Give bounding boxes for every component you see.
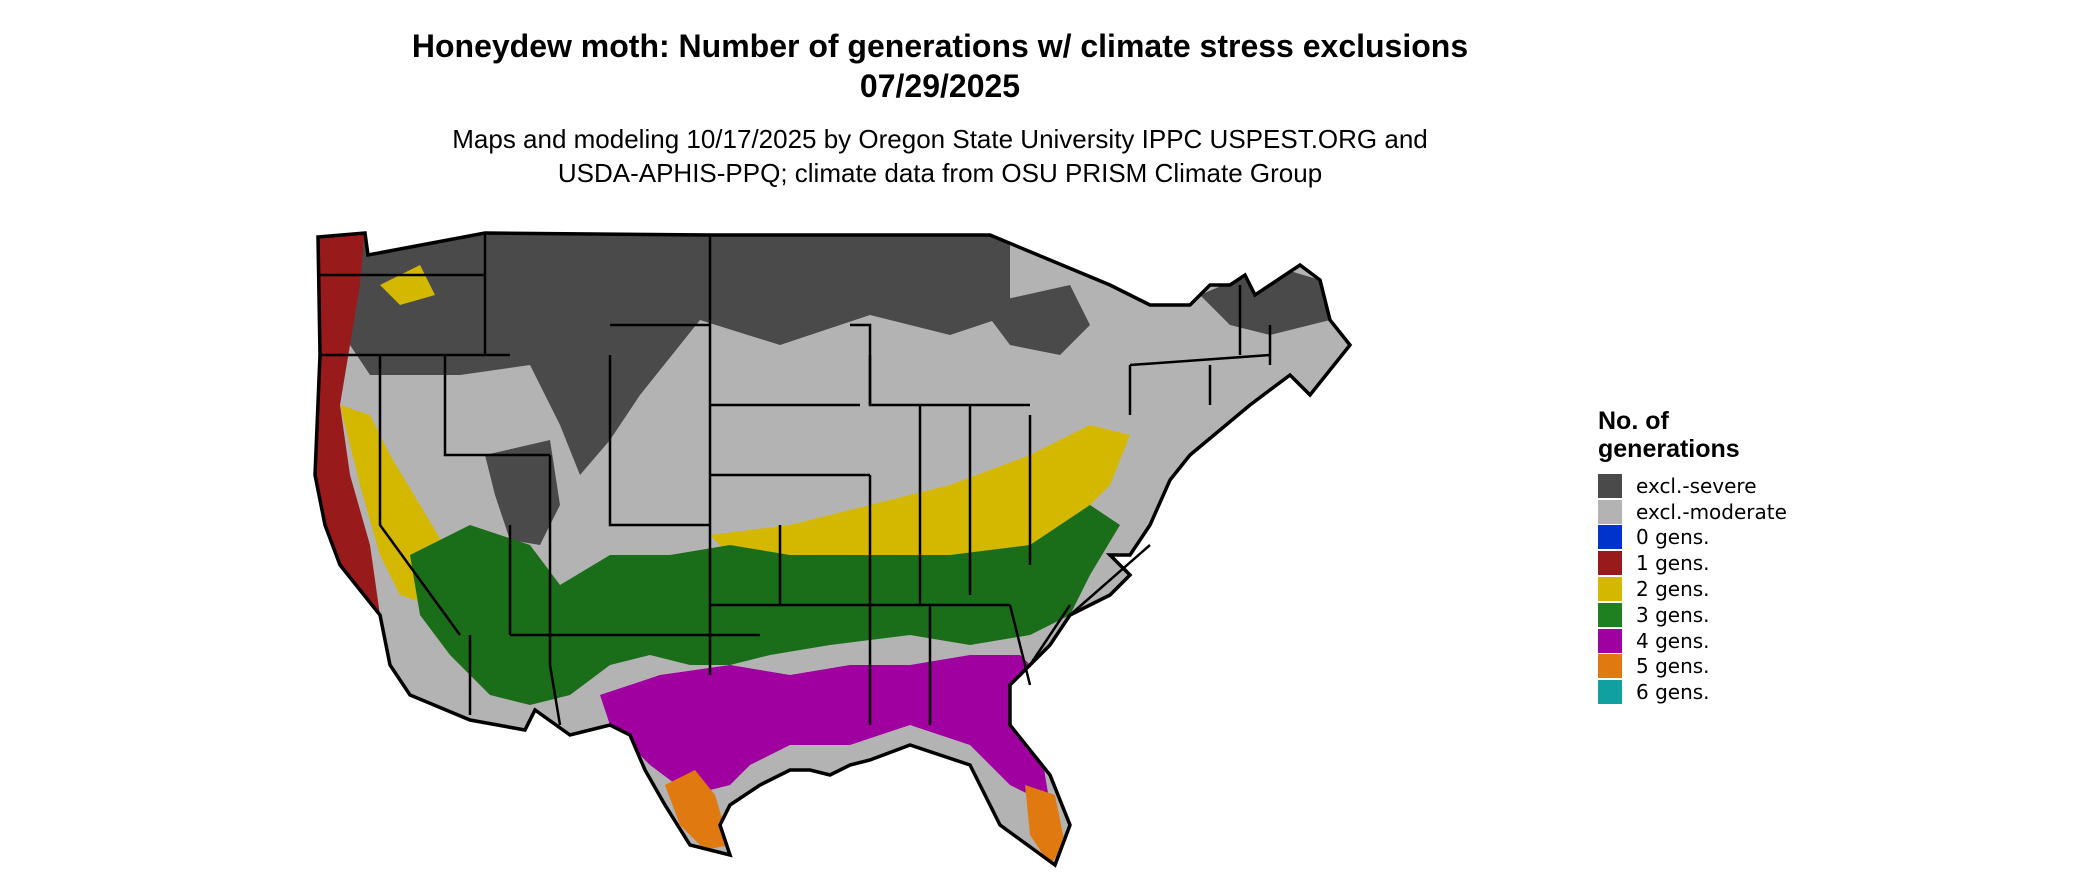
legend-label: 0 gens. <box>1636 525 1710 550</box>
legend-label: 3 gens. <box>1636 602 1710 627</box>
zone-excl-severe-rockies <box>485 440 560 545</box>
legend-swatch <box>1598 499 1622 524</box>
zone-5-gen-south-texas <box>665 770 730 850</box>
legend-swatch <box>1598 628 1622 653</box>
map-date: 07/29/2025 <box>859 68 1021 104</box>
legend-title: No. of generations <box>1598 407 1838 463</box>
legend-label: 6 gens. <box>1636 680 1710 705</box>
legend-item-6-gens: 6 gens. <box>1598 679 1838 705</box>
legend-swatch <box>1598 654 1622 679</box>
legend-item-excl-moderate: excl.-moderate <box>1598 499 1838 525</box>
legend-item-3-gens: 3 gens. <box>1598 602 1838 628</box>
zone-2-gen-southeast-band <box>710 425 1130 555</box>
legend-item-5-gens: 5 gens. <box>1598 654 1838 680</box>
legend-swatch <box>1598 551 1622 576</box>
legend-item-excl-severe: excl.-severe <box>1598 473 1838 499</box>
zone-5-gen-south-florida <box>1025 785 1065 865</box>
legend-label: 1 gens. <box>1636 551 1710 576</box>
legend-item-4-gens: 4 gens. <box>1598 628 1838 654</box>
zone-1-gen-pacific <box>315 233 380 615</box>
zone-excl-severe-michigan <box>980 285 1090 355</box>
map-title: Honeydew moth: Number of generations w/ … <box>411 28 1469 64</box>
zone-4-gen-gulf <box>600 655 1050 805</box>
legend-item-1-gens: 1 gens. <box>1598 550 1838 576</box>
legend-swatch <box>1598 473 1622 498</box>
legend-label: excl.-moderate <box>1636 499 1787 524</box>
map-credit-line2: USDA-APHIS-PPQ; climate data from OSU PR… <box>557 158 1323 188</box>
legend-title-line2: generations <box>1598 435 1740 463</box>
legend-item-0-gens: 0 gens. <box>1598 525 1838 551</box>
legend-label: 5 gens. <box>1636 654 1710 679</box>
us-generation-map <box>310 225 1570 890</box>
map-svg <box>313 231 1352 867</box>
legend-item-2-gens: 2 gens. <box>1598 576 1838 602</box>
state-borders <box>320 233 1272 726</box>
legend-label: 4 gens. <box>1636 628 1710 653</box>
legend-swatch <box>1598 602 1622 627</box>
legend-label: 2 gens. <box>1636 577 1710 602</box>
map-legend: No. of generations excl.-severe excl.-mo… <box>1598 407 1838 705</box>
legend-label: excl.-severe <box>1636 473 1757 498</box>
legend-title-line1: No. of <box>1598 407 1669 435</box>
legend-swatch <box>1598 680 1622 705</box>
legend-swatch <box>1598 525 1622 550</box>
legend-swatch <box>1598 577 1622 602</box>
map-credit-line1: Maps and modeling 10/17/2025 by Oregon S… <box>452 124 1428 154</box>
zone-excl-severe-north <box>350 233 1010 475</box>
